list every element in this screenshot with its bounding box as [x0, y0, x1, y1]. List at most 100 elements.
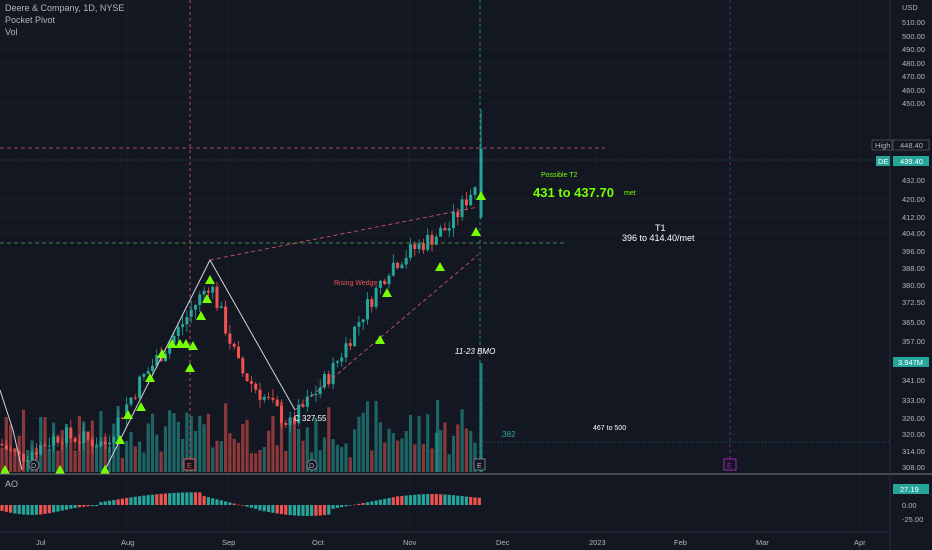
ao-bar — [288, 505, 292, 516]
earnings-marker-feb[interactable]: E — [723, 458, 737, 471]
time-tick-label: Mar — [756, 538, 769, 547]
ao-bar — [430, 494, 434, 505]
candle-body — [456, 211, 460, 218]
ao-bar — [129, 497, 133, 505]
volume-bar — [439, 430, 443, 472]
earnings-marker-nov[interactable]: E — [473, 458, 486, 471]
ao-bar — [198, 492, 202, 505]
symbol-title[interactable]: Deere & Company, 1D, NYSE — [5, 3, 125, 13]
candle-body — [353, 326, 357, 347]
volume-bar — [258, 449, 262, 472]
volume-bar — [267, 430, 271, 472]
candle-body — [155, 355, 159, 366]
candle-body — [103, 441, 107, 445]
ao-bar — [365, 502, 370, 505]
volume-bar — [340, 446, 344, 472]
ao-bar — [95, 505, 99, 507]
volume-bar — [443, 422, 447, 472]
volume-bar — [219, 441, 223, 472]
ao-bar — [314, 505, 318, 516]
candle-body — [73, 437, 77, 443]
ao-bar — [232, 503, 236, 505]
price-axis[interactable]: 510.00 500.00 490.00 480.00 470.00 460.00 450.… — [902, 18, 925, 472]
volume-bar — [275, 445, 279, 472]
pocket-pivot-triangle — [382, 288, 392, 297]
candle-body — [215, 286, 219, 308]
candle-body — [237, 346, 240, 359]
volume-bar — [331, 439, 335, 472]
price-tick-label: 500.00 — [902, 32, 925, 41]
time-axis[interactable]: Jul Aug Sep Oct Nov Dec 2023 Feb Mar Apr — [36, 538, 866, 547]
candle-body — [391, 262, 395, 276]
indicator-volume[interactable]: Vol — [5, 27, 18, 37]
ao-bar — [404, 495, 408, 505]
svg-text:D: D — [31, 463, 36, 470]
ao-bar — [120, 498, 124, 505]
indicator-ao[interactable]: AO — [5, 479, 19, 489]
ao-value: 27.19 — [900, 485, 919, 494]
dividend-marker-2[interactable]: D — [306, 459, 318, 471]
pocket-pivot-triangle — [205, 275, 215, 284]
pocket-pivot-triangle — [55, 465, 65, 474]
ao-bar — [211, 498, 215, 505]
possible-t2-label: Possible T2 — [541, 172, 578, 179]
ao-bar — [163, 493, 167, 505]
indicator-pocket-pivot[interactable]: Pocket Pivot — [5, 15, 56, 25]
time-tick-label: Sep — [222, 538, 235, 547]
candle-body — [297, 404, 301, 424]
volume-bar — [318, 450, 322, 472]
high-value-box — [892, 139, 930, 151]
ao-bar — [219, 500, 223, 505]
ao-bar — [26, 505, 30, 515]
ao-bar — [236, 504, 241, 506]
price-tick-label: 365.00 — [902, 318, 925, 327]
volume-bar — [125, 440, 129, 472]
dividend-marker-1[interactable]: D — [28, 459, 40, 471]
candle-body — [13, 449, 17, 452]
earnings-marker-aug[interactable]: E — [183, 458, 196, 471]
price-tick-label: 490.00 — [902, 45, 925, 54]
svg-text:E: E — [477, 463, 482, 470]
ao-bar — [378, 499, 382, 505]
volume-bar — [211, 447, 215, 472]
ao-bar — [408, 495, 413, 505]
ao-bar — [361, 503, 365, 505]
ao-bar — [310, 505, 314, 516]
volume-bar — [228, 433, 232, 472]
candle-body — [60, 442, 64, 444]
candle-body — [430, 234, 434, 245]
pocket-pivot-triangle — [157, 349, 167, 358]
volume-bar — [335, 444, 339, 472]
candle-body — [464, 199, 468, 206]
ao-bar — [82, 505, 86, 507]
time-tick-label: Jul — [36, 538, 46, 547]
price-tick-label: 396.00 — [902, 247, 925, 256]
volume-bar — [254, 453, 258, 472]
volume-bar — [344, 443, 348, 472]
candle-body — [112, 436, 116, 443]
candle-body — [120, 417, 124, 419]
pocket-pivot-triangle — [196, 311, 206, 320]
volume-bar — [69, 431, 73, 472]
pocket-pivot-triangle — [435, 262, 445, 271]
volume-bar — [357, 416, 361, 472]
volume-bar — [142, 452, 146, 472]
volume-bar — [383, 442, 387, 472]
ao-bar — [52, 505, 56, 513]
candle-body — [348, 343, 352, 347]
volume-bar — [469, 430, 473, 472]
candle-body — [439, 227, 443, 237]
volume-bar — [374, 400, 378, 472]
ao-histogram — [0, 492, 481, 516]
ao-bar — [249, 505, 253, 508]
ao-bar — [86, 505, 90, 507]
volume-bar — [370, 450, 374, 472]
candle-body — [357, 322, 361, 327]
candle-body — [194, 304, 197, 310]
candle-body — [374, 287, 378, 307]
candle-body — [370, 299, 374, 307]
price-tick-label: 326.00 — [902, 414, 925, 423]
candle-body — [34, 452, 38, 455]
volume-bar — [305, 427, 309, 472]
